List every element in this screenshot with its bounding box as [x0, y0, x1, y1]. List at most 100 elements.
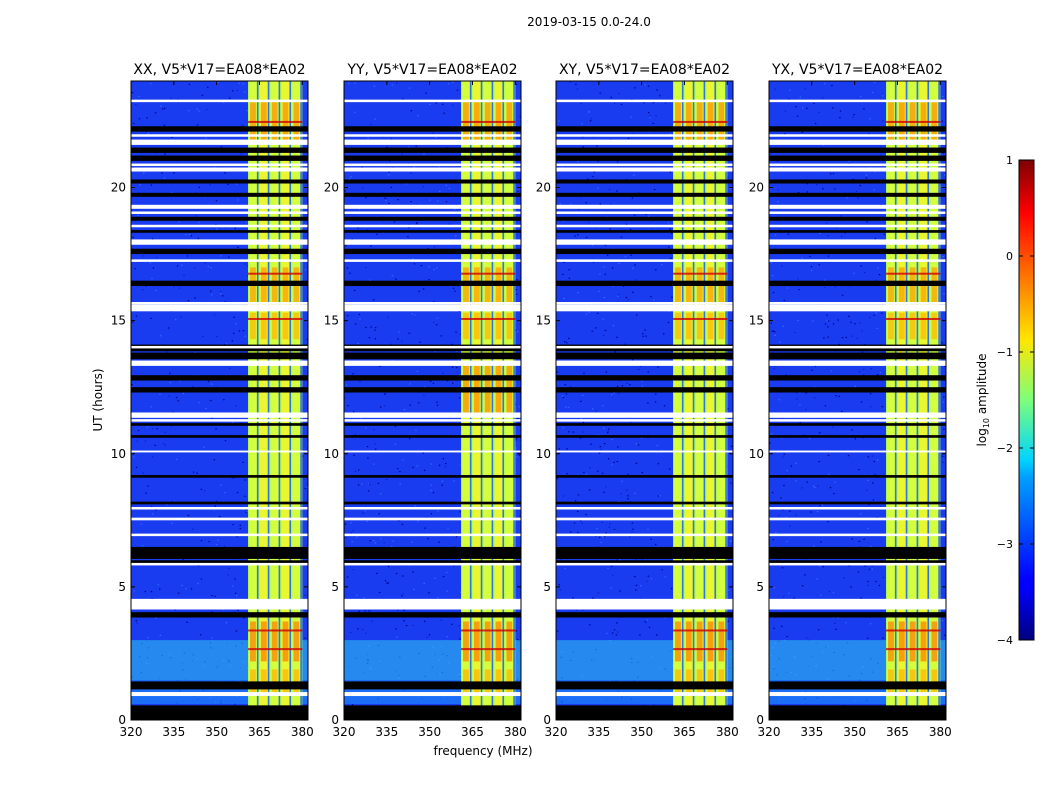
flagged-row — [556, 435, 733, 438]
x-tick-label: 320 — [758, 725, 781, 739]
flagged-row — [556, 167, 733, 172]
flagged-row — [769, 705, 946, 720]
x-tick-label: 335 — [800, 725, 823, 739]
x-tick-label: 335 — [587, 725, 610, 739]
panels-group: XX, V5*V17=EA08*EA02 320 335 350 365 380 0 5 10 1… — [111, 62, 952, 739]
panel-heatmap — [131, 81, 308, 720]
flagged-row — [556, 612, 733, 618]
x-tick-label: 350 — [205, 725, 228, 739]
flagged-row — [344, 204, 521, 209]
flagged-row — [556, 501, 733, 505]
flagged-row — [556, 692, 733, 697]
x-tick-label: 350 — [843, 725, 866, 739]
panel-title: YX, V5*V17=EA08*EA02 — [771, 62, 943, 78]
panel-title: XY, V5*V17=EA08*EA02 — [559, 62, 730, 78]
flagged-row — [131, 560, 308, 565]
flagged-row — [769, 423, 946, 426]
flagged-row — [769, 230, 946, 233]
colorbar-tick-label: −1 — [997, 346, 1013, 359]
flagged-row — [556, 248, 733, 255]
colorbar-gradient — [1018, 159, 1035, 641]
flagged-row — [344, 517, 521, 521]
flagged-row — [344, 375, 521, 381]
flagged-row — [131, 126, 308, 132]
y-tick-label: 10 — [749, 447, 764, 461]
flagged-row — [344, 179, 521, 184]
colorbar-tick-label: −2 — [997, 442, 1013, 455]
flagged-row — [344, 280, 521, 287]
flagged-row — [131, 598, 308, 610]
panel-frame — [343, 80, 522, 721]
flagged-row — [131, 352, 308, 360]
flagged-row — [131, 387, 308, 393]
panel-title: YY, V5*V17=EA08*EA02 — [346, 62, 517, 78]
y-tick-label: 10 — [324, 447, 339, 461]
flagged-row — [769, 681, 946, 690]
flagged-row — [131, 375, 308, 381]
flagged-row — [344, 560, 521, 565]
flagged-row — [769, 304, 946, 312]
colorbar-label: log10 amplitude — [975, 354, 991, 447]
flagged-row — [344, 216, 521, 221]
flagged-row — [556, 192, 733, 197]
panel-frame — [130, 80, 309, 721]
flagged-row — [344, 475, 521, 478]
flagged-row — [769, 126, 946, 132]
flagged-row — [344, 681, 521, 690]
flagged-row — [131, 360, 308, 366]
flagged-row — [556, 230, 733, 233]
flagged-row — [769, 167, 946, 172]
x-tick-label: 365 — [673, 725, 696, 739]
flagged-row — [131, 450, 308, 453]
flagged-row — [131, 423, 308, 426]
flagged-row — [344, 230, 521, 233]
flagged-row — [556, 412, 733, 418]
flagged-row — [344, 139, 521, 145]
flagged-row — [769, 412, 946, 418]
flagged-row — [131, 139, 308, 145]
flagged-row — [769, 375, 946, 381]
flagged-row — [556, 450, 733, 453]
x-tick-label: 365 — [248, 725, 271, 739]
flagged-row — [769, 204, 946, 209]
flagged-row — [769, 612, 946, 618]
flagged-row — [769, 280, 946, 287]
flagged-row — [556, 475, 733, 478]
flagged-row — [131, 179, 308, 184]
flagged-row — [769, 192, 946, 197]
panel-heatmap — [769, 81, 946, 720]
flagged-row — [344, 352, 521, 360]
flagged-row — [556, 598, 733, 610]
x-tick-label: 335 — [162, 725, 185, 739]
y-tick-label: 20 — [536, 181, 551, 195]
flagged-row — [556, 126, 733, 132]
flagged-row — [556, 387, 733, 393]
y-tick-label: 10 — [536, 447, 551, 461]
y-axis-label: UT (hours) — [91, 368, 105, 431]
flagged-row — [344, 147, 521, 153]
flagged-row — [556, 147, 733, 153]
flagged-row — [131, 612, 308, 618]
flagged-row — [131, 435, 308, 438]
y-tick-label: 5 — [331, 580, 339, 594]
x-tick-label: 320 — [545, 725, 568, 739]
x-tick-label: 365 — [461, 725, 484, 739]
flagged-row — [344, 705, 521, 720]
y-tick-label: 15 — [749, 314, 764, 328]
colorbar-ticks: −4 −3 −2 −1 0 1 — [997, 154, 1034, 647]
flagged-row — [344, 360, 521, 366]
flagged-row — [131, 155, 308, 161]
flagged-row — [556, 375, 733, 381]
flagged-row — [344, 692, 521, 697]
x-tick-label: 350 — [630, 725, 653, 739]
flagged-row — [556, 216, 733, 221]
flagged-row — [131, 147, 308, 153]
flagged-row — [556, 239, 733, 245]
flagged-row — [556, 280, 733, 287]
colorbar-tick-label: −3 — [997, 538, 1013, 551]
flagged-row — [769, 387, 946, 393]
flagged-row — [344, 450, 521, 453]
flagged-row — [131, 501, 308, 505]
flagged-row — [769, 179, 946, 184]
colorbar-tick-label: 0 — [1006, 250, 1013, 263]
